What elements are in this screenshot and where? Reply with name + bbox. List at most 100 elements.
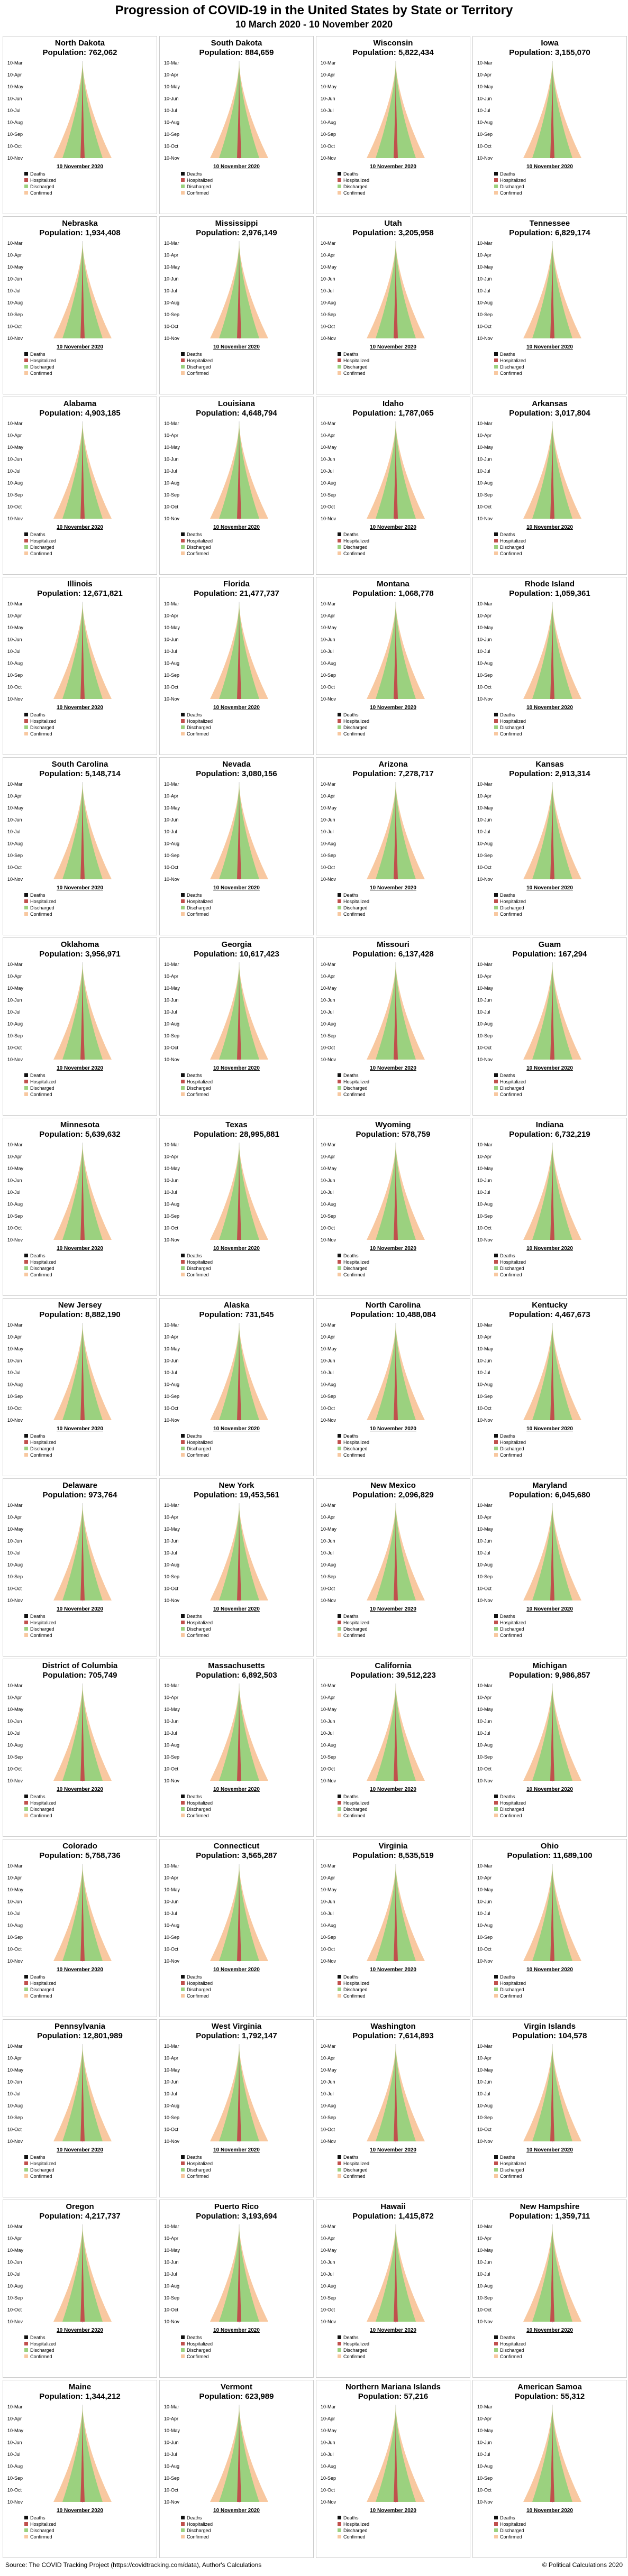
date-label: 10-Sep [321, 2115, 336, 2120]
date-label: 10-Jun [7, 1719, 22, 1724]
date-label: 10-Nov [7, 2319, 23, 2324]
legend-swatch [338, 719, 341, 723]
legend-entry: Deaths [494, 351, 626, 357]
legend-swatch [24, 1614, 28, 1618]
date-label: 10-Mar [477, 1683, 493, 1688]
mini-chart: 10-Mar10-Apr10-May10-Jun10-Jul10-Aug10-S… [477, 60, 581, 161]
date-label: 10-Oct [477, 1226, 492, 1231]
date-label: 10-Mar [7, 2044, 23, 2049]
date-label: 10-Oct [7, 1767, 22, 1772]
legend-swatch [181, 732, 185, 735]
date-label: 10-Sep [321, 1574, 336, 1579]
end-date: 10 November 2020 [213, 1426, 260, 1432]
legend-swatch [181, 1807, 185, 1811]
date-label: 10-Mar [321, 1142, 336, 1147]
legend-swatch [24, 1795, 28, 1798]
date-label: 10-Sep [477, 2115, 493, 2120]
date-label: 10-Jun [7, 817, 22, 823]
state-panel: Michigan Population: 9,986,857 10-Mar 10-Ap… [472, 1659, 627, 1837]
legend-swatch [24, 1260, 28, 1264]
legend-swatch [181, 1981, 185, 1985]
date-label: 10-Nov [477, 1057, 493, 1062]
legend-swatch [24, 732, 28, 735]
legend-label: Confirmed [500, 1993, 522, 1999]
legend-label: Discharged [500, 364, 524, 370]
legend-label: Hospitalized [30, 2341, 57, 2347]
state-name: Alabama [63, 399, 97, 408]
population-label: Population: [512, 2031, 557, 2040]
end-date: 10 November 2020 [526, 2327, 573, 2333]
population: Population: 28,995,881 [160, 1130, 313, 1139]
date-label: 10-Nov [7, 1958, 23, 1964]
hospitalized-area [80, 1144, 85, 1240]
legend-entry: Discharged [181, 1446, 313, 1452]
population: Population: 3,193,694 [160, 2212, 313, 2221]
legend: Deaths Hospitalized Discharged Confirmed [494, 1613, 626, 1639]
legend-label: Discharged [500, 1085, 524, 1091]
date-label: 10-May [164, 1707, 180, 1712]
legend-label: Hospitalized [500, 2341, 526, 2347]
date-label: 10-Jul [477, 1550, 490, 1556]
legend-swatch [181, 2174, 185, 2178]
legend-entry: Confirmed [181, 1091, 313, 1098]
date-label: 10-Jun [477, 817, 492, 823]
legend-entry: Confirmed [494, 2173, 626, 2179]
end-date: 10 November 2020 [526, 1065, 573, 1071]
legend-label: Hospitalized [343, 178, 370, 183]
date-label: 10-Sep [164, 673, 179, 678]
population-value: 4,903,185 [85, 409, 121, 418]
legend-label: Deaths [30, 2335, 45, 2340]
legend-swatch [24, 2335, 28, 2339]
state-name: Louisiana [217, 399, 255, 408]
legend-swatch [24, 532, 28, 536]
date-label: 10-Apr [477, 72, 492, 78]
legend-entry: Confirmed [338, 190, 470, 196]
end-date: 10 November 2020 [370, 525, 416, 530]
header: Progression of COVID-19 in the United St… [0, 0, 628, 35]
legend-label: Discharged [30, 1987, 54, 1992]
legend-label: Discharged [187, 2528, 211, 2533]
legend-entry: Hospitalized [181, 1079, 313, 1085]
date-label: 10-Sep [7, 1574, 23, 1579]
legend-entry: Hospitalized [181, 1259, 313, 1265]
end-date: 10 November 2020 [526, 1787, 573, 1792]
legend-entry: Hospitalized [338, 2160, 470, 2167]
date-label: 10-May [7, 264, 24, 270]
date-label: 10-Jul [477, 1190, 490, 1195]
legend-label: Hospitalized [343, 538, 370, 544]
end-date: 10 November 2020 [57, 1967, 103, 1973]
mini-chart: 10-Mar10-Apr10-May10-Jun10-Jul10-Aug10-S… [164, 2224, 268, 2324]
date-label: 10-Oct [7, 685, 22, 690]
date-label: 10-Apr [321, 253, 335, 258]
legend-entry: Deaths [181, 351, 313, 357]
legend-entry: Hospitalized [24, 1079, 157, 1085]
legend-entry: Hospitalized [494, 1079, 626, 1085]
mini-chart: 10-Mar10-Apr10-May10-Jun10-Jul10-Aug10-S… [164, 1683, 268, 1783]
population-value: 10,488,084 [396, 1310, 436, 1319]
date-label: 10-Nov [7, 155, 23, 161]
legend-swatch [24, 1080, 28, 1083]
population: Population: 2,976,149 [160, 228, 313, 238]
date-label: 10-Mar [321, 2044, 336, 2049]
legend-entry: Deaths [181, 712, 313, 718]
legend-label: Deaths [500, 352, 515, 357]
legend-entry: Hospitalized [494, 2160, 626, 2167]
hospitalized-area [80, 783, 85, 879]
legend-entry: Confirmed [181, 1452, 313, 1458]
legend-entry: Deaths [24, 1253, 157, 1259]
legend-label: Discharged [30, 2348, 54, 2353]
date-label: 10-Sep [7, 312, 23, 317]
legend-swatch [338, 172, 341, 176]
legend-swatch [24, 172, 28, 176]
date-label: 10-Nov [7, 336, 23, 341]
population-label: Population: [196, 2212, 240, 2221]
population: Population: 10,488,084 [316, 1310, 470, 1320]
legend-swatch [24, 2174, 28, 2178]
mini-chart: 10-Mar10-Apr10-May10-Jun10-Jul10-Aug10-S… [164, 2044, 268, 2144]
legend-label: Deaths [30, 2515, 45, 2520]
date-label: 10-Nov [321, 2319, 336, 2324]
legend-entry: Deaths [181, 1974, 313, 1980]
state-name: Idaho [383, 399, 404, 408]
population: Population: 1,792,147 [160, 2031, 313, 2041]
legend-label: Discharged [187, 725, 211, 730]
